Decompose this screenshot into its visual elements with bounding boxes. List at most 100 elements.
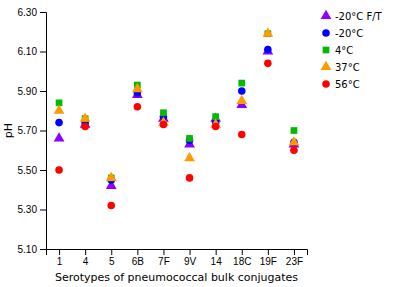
point: [54, 132, 65, 141]
y-tick-mark: [40, 52, 46, 53]
x-tick: 9V: [184, 249, 197, 267]
point: [160, 121, 168, 129]
x-tick-label: 18C: [233, 256, 251, 267]
y-tick-mark: [40, 91, 46, 92]
x-tick-mark: [85, 249, 86, 255]
x-tick-label: 6B: [132, 256, 145, 267]
point: [262, 45, 273, 54]
y-axis: 5.10 5.30 5.50 5.70 5.90 6.10 6.30: [18, 7, 47, 255]
point: [106, 172, 117, 181]
y-tick-mark: [40, 210, 46, 211]
x-tick: 18C: [233, 249, 251, 267]
point: [236, 95, 247, 104]
y-tick-label: 5.30: [18, 204, 38, 215]
y-tick: 5.30: [18, 204, 46, 215]
x-tick: 23F: [286, 249, 303, 267]
x-tick-label: 5: [109, 256, 115, 267]
y-tick-mark: [40, 170, 46, 171]
point: [212, 123, 220, 131]
legend-label: 4°C: [335, 45, 353, 56]
legend-label: -20°C F/T: [335, 11, 383, 22]
y-tick: 6.10: [18, 46, 46, 57]
y-tick-label: 5.70: [18, 125, 38, 136]
point: [107, 202, 115, 210]
x-tick-mark: [111, 249, 112, 255]
x-tick-mark: [59, 249, 60, 255]
point: [262, 28, 273, 37]
x-tick-label: 19F: [260, 256, 277, 267]
y-axis-title: pH: [2, 123, 15, 138]
x-tick-label: 1: [57, 256, 63, 267]
point: [55, 166, 63, 174]
point: [184, 152, 195, 161]
x-tick: 5: [109, 249, 115, 267]
plot: 1456B7F9V1418C19F23F5.105.305.505.705.90…: [18, 7, 308, 267]
legend-label: 56°C: [335, 79, 360, 90]
y-tick-label: 5.10: [18, 244, 38, 255]
point: [264, 46, 272, 54]
y-tick: 6.30: [18, 7, 46, 18]
y-tick: 5.10: [18, 244, 46, 255]
legend-item: -20°C F/T: [321, 10, 383, 22]
legend-item: 56°C: [322, 79, 360, 90]
point: [238, 131, 246, 139]
x-tick: 1: [57, 249, 63, 267]
marks: [54, 28, 300, 210]
legend-marker: [322, 29, 330, 37]
legend-item: 4°C: [323, 45, 354, 56]
y-tick-label: 5.90: [18, 86, 38, 97]
y-tick: 5.70: [18, 125, 46, 136]
axis-domain: [47, 250, 308, 256]
series: [55, 60, 297, 210]
legend-marker: [321, 10, 332, 19]
point: [238, 80, 245, 87]
legend-label: -20°C: [335, 28, 363, 39]
y-tick-label: 6.10: [18, 46, 38, 57]
point: [160, 109, 167, 116]
x-tick: 14: [211, 249, 223, 267]
x-tick-mark: [163, 249, 164, 255]
x-tick: 19F: [260, 249, 277, 267]
x-tick: 6B: [132, 249, 145, 267]
point: [290, 146, 298, 154]
point: [132, 83, 143, 92]
x-tick-mark: [268, 249, 269, 255]
point: [289, 136, 300, 145]
legend: -20°C F/T -20°C 4°C 37°C 56°C: [321, 10, 383, 90]
x-axis-title: Serotypes of pneumococcal bulk conjugate…: [55, 271, 298, 284]
y-tick: 5.50: [18, 165, 46, 176]
series: [54, 45, 300, 189]
x-tick: 4: [83, 249, 89, 267]
x-tick-label: 9V: [184, 256, 197, 267]
point: [238, 87, 246, 95]
y-tick-mark: [40, 12, 46, 13]
y-tick-label: 6.30: [18, 7, 38, 18]
x-tick-mark: [242, 249, 243, 255]
point: [186, 135, 193, 142]
point: [186, 174, 194, 182]
point: [264, 60, 272, 68]
point: [81, 123, 89, 131]
legend-marker: [321, 61, 332, 70]
x-tick-label: 4: [83, 256, 89, 267]
series: [54, 28, 300, 181]
y-tick-label: 5.50: [18, 165, 38, 176]
y-tick-mark: [40, 131, 46, 132]
x-tick-label: 23F: [286, 256, 303, 267]
point: [291, 127, 298, 134]
legend-marker: [323, 47, 330, 54]
point: [54, 105, 65, 114]
series: [55, 46, 297, 184]
y-tick-mark: [40, 249, 46, 250]
legend-marker: [322, 80, 330, 88]
x-tick-label: 14: [211, 256, 223, 267]
series: [56, 30, 298, 181]
x-tick: 7F: [158, 249, 170, 267]
legend-item: 37°C: [321, 61, 360, 73]
chart: 1456B7F9V1418C19F23F5.105.305.505.705.90…: [0, 0, 399, 287]
point: [55, 119, 63, 127]
legend-item: -20°C: [322, 28, 363, 39]
x-tick-mark: [294, 249, 295, 255]
point: [80, 112, 91, 121]
y-tick: 5.90: [18, 86, 46, 97]
